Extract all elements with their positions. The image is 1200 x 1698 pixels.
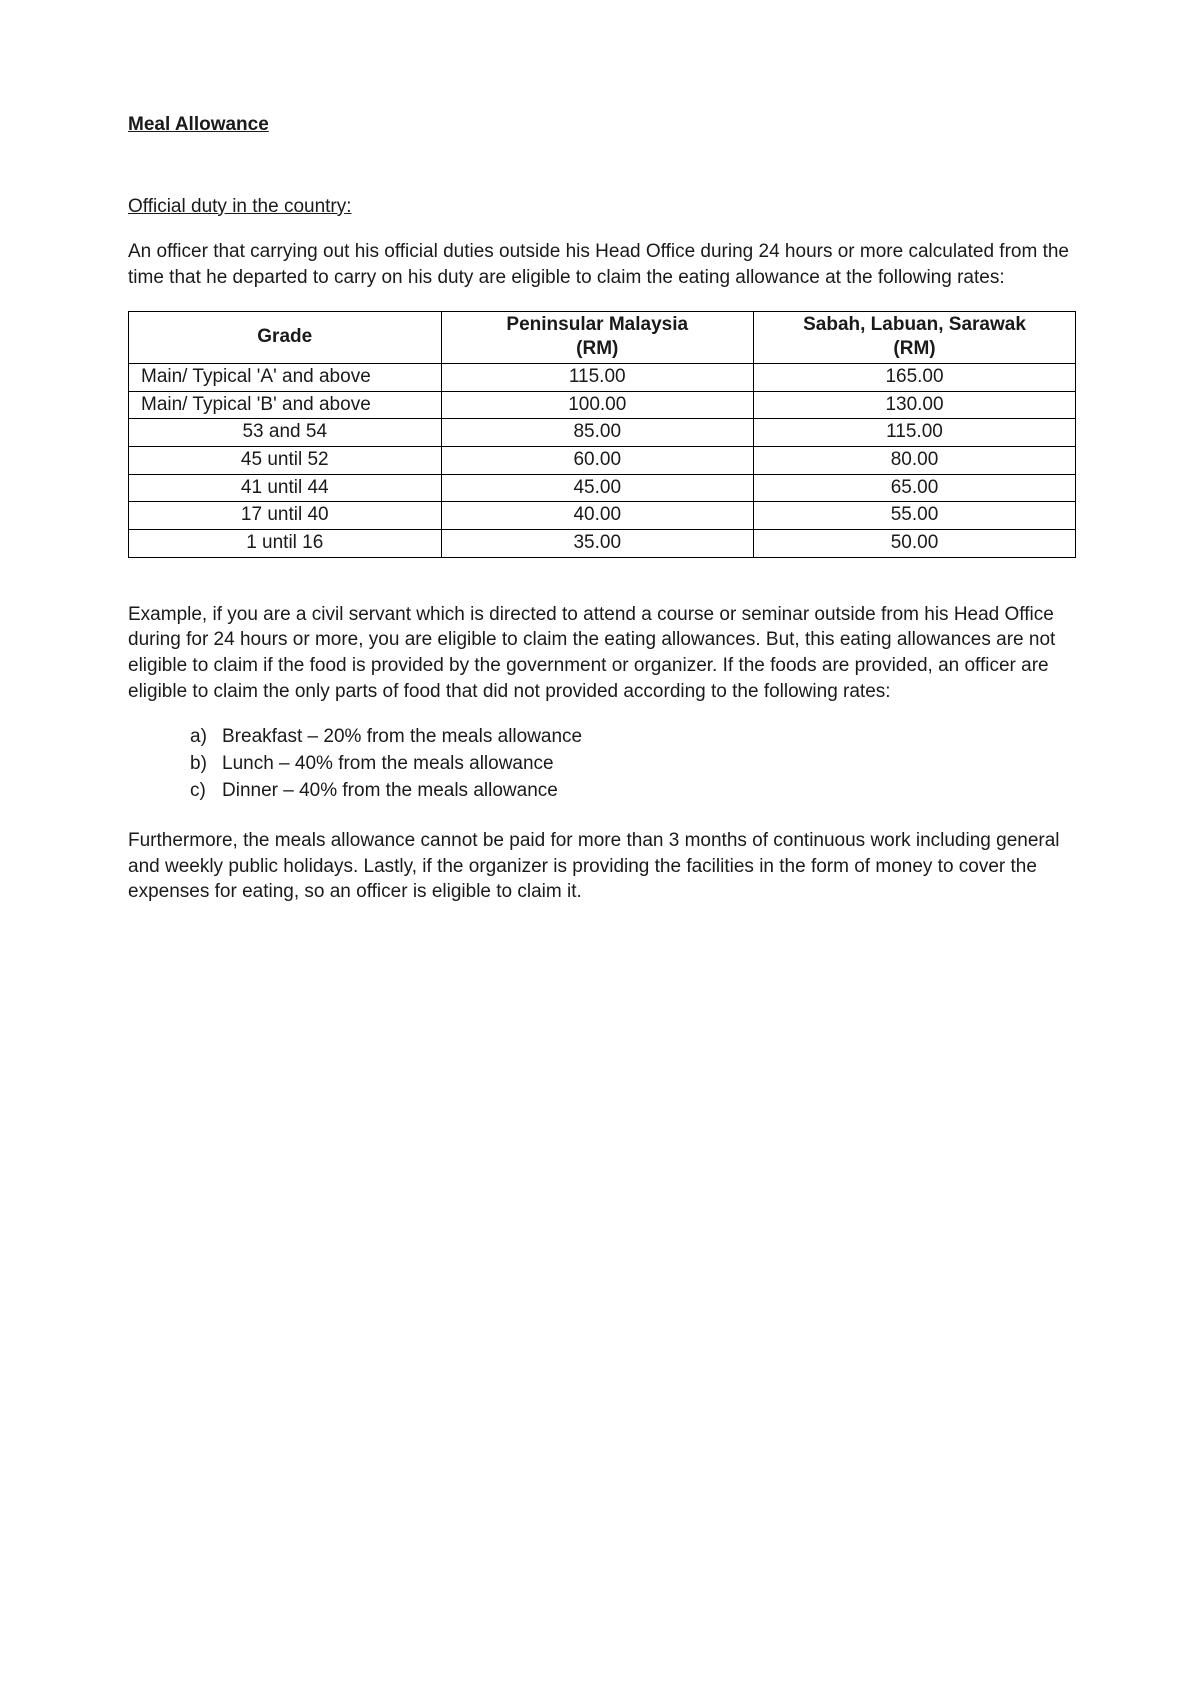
cell-sabah: 55.00: [754, 502, 1076, 530]
cell-peninsular: 85.00: [441, 419, 754, 447]
cell-sabah: 165.00: [754, 363, 1076, 391]
table-row: 17 until 4040.0055.00: [129, 502, 1076, 530]
list-item-text: Dinner – 40% from the meals allowance: [222, 778, 558, 805]
cell-grade: 41 until 44: [129, 474, 442, 502]
final-paragraph: Furthermore, the meals allowance cannot …: [128, 828, 1076, 905]
list-item-marker: c): [190, 778, 212, 805]
table-row: 45 until 5260.0080.00: [129, 447, 1076, 475]
header-text: Grade: [257, 326, 312, 347]
table-body: Main/ Typical 'A' and above115.00165.00M…: [129, 363, 1076, 557]
cell-sabah: 80.00: [754, 447, 1076, 475]
cell-sabah: 115.00: [754, 419, 1076, 447]
table-row: Main/ Typical 'A' and above115.00165.00: [129, 363, 1076, 391]
list-item-marker: a): [190, 724, 212, 751]
cell-peninsular: 40.00: [441, 502, 754, 530]
header-text: Sabah, Labuan, Sarawak: [803, 314, 1026, 335]
list-item-text: Lunch – 40% from the meals allowance: [222, 751, 554, 778]
header-text: (RM): [576, 338, 618, 359]
page-title: Meal Allowance: [128, 112, 1076, 138]
section-subtitle: Official duty in the country:: [128, 194, 1076, 220]
cell-grade: 45 until 52: [129, 447, 442, 475]
col-header-grade: Grade: [129, 311, 442, 363]
table-row: 53 and 5485.00115.00: [129, 419, 1076, 447]
intro-paragraph: An officer that carrying out his officia…: [128, 239, 1076, 290]
example-paragraph: Example, if you are a civil servant whic…: [128, 602, 1076, 705]
allowance-table: Grade Peninsular Malaysia (RM) Sabah, La…: [128, 311, 1076, 558]
cell-peninsular: 115.00: [441, 363, 754, 391]
list-item-marker: b): [190, 751, 212, 778]
header-text: (RM): [893, 338, 935, 359]
cell-sabah: 130.00: [754, 391, 1076, 419]
cell-grade: Main/ Typical 'A' and above: [129, 363, 442, 391]
cell-peninsular: 45.00: [441, 474, 754, 502]
cell-grade: 1 until 16: [129, 530, 442, 558]
table-row: 1 until 1635.0050.00: [129, 530, 1076, 558]
cell-grade: 17 until 40: [129, 502, 442, 530]
table-header-row: Grade Peninsular Malaysia (RM) Sabah, La…: [129, 311, 1076, 363]
cell-grade: Main/ Typical 'B' and above: [129, 391, 442, 419]
list-item-text: Breakfast – 20% from the meals allowance: [222, 724, 582, 751]
col-header-peninsular: Peninsular Malaysia (RM): [441, 311, 754, 363]
table-row: 41 until 4445.0065.00: [129, 474, 1076, 502]
rates-list: a) Breakfast – 20% from the meals allowan…: [128, 724, 1076, 804]
list-item: c) Dinner – 40% from the meals allowance: [190, 778, 1076, 805]
header-text: Peninsular Malaysia: [506, 314, 688, 335]
cell-sabah: 50.00: [754, 530, 1076, 558]
cell-peninsular: 60.00: [441, 447, 754, 475]
table-row: Main/ Typical 'B' and above100.00130.00: [129, 391, 1076, 419]
cell-sabah: 65.00: [754, 474, 1076, 502]
list-item: a) Breakfast – 20% from the meals allowan…: [190, 724, 1076, 751]
cell-peninsular: 35.00: [441, 530, 754, 558]
document-page: Meal Allowance Official duty in the coun…: [0, 0, 1200, 1698]
cell-peninsular: 100.00: [441, 391, 754, 419]
cell-grade: 53 and 54: [129, 419, 442, 447]
col-header-sabah: Sabah, Labuan, Sarawak (RM): [754, 311, 1076, 363]
list-item: b) Lunch – 40% from the meals allowance: [190, 751, 1076, 778]
